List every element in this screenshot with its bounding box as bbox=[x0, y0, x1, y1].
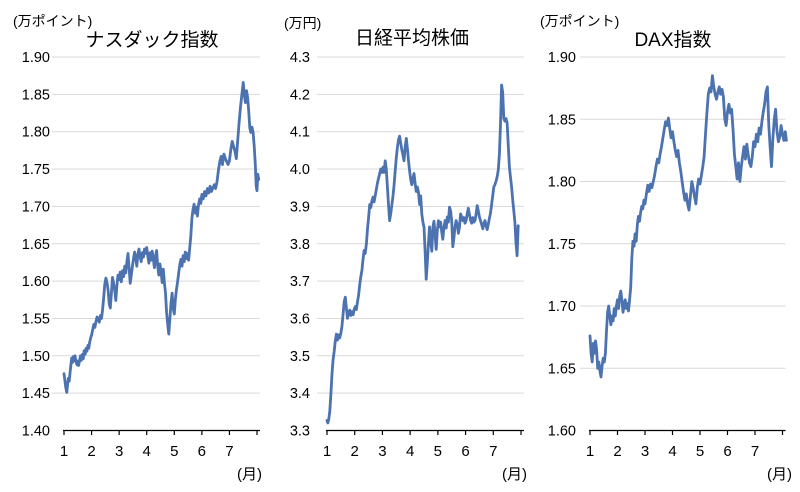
y-tick-label: 4.3 bbox=[290, 50, 310, 66]
nikkei-unit-label: (万円) bbox=[284, 15, 322, 31]
y-tick-label: 1.65 bbox=[548, 361, 576, 377]
nasdaq-unit-label: (万ポイント) bbox=[13, 13, 93, 29]
x-tick-label: 7 bbox=[489, 443, 497, 460]
nasdaq-chart-title: ナスダック指数 bbox=[85, 30, 219, 51]
nikkei-chart-title: 日経平均株価 bbox=[354, 28, 470, 49]
y-tick-label: 1.65 bbox=[22, 237, 50, 253]
x-tick-label: 7 bbox=[751, 443, 759, 460]
x-tick-label: 6 bbox=[198, 443, 206, 460]
y-tick-label: 4.2 bbox=[290, 87, 310, 103]
x-tick-label: 3 bbox=[641, 443, 649, 460]
y-tick-label: 1.75 bbox=[548, 237, 576, 253]
y-tick-label: 1.85 bbox=[22, 87, 50, 103]
dax-x-axis-unit: (月) bbox=[767, 466, 792, 483]
x-tick-label: 4 bbox=[143, 443, 151, 460]
y-tick-label: 1.60 bbox=[22, 274, 50, 290]
y-tick-label: 1.70 bbox=[22, 199, 50, 215]
y-tick-label: 1.40 bbox=[22, 424, 50, 440]
x-tick-label: 6 bbox=[723, 443, 731, 460]
nasdaq-x-axis-unit: (月) bbox=[237, 466, 262, 483]
x-tick-label: 2 bbox=[613, 443, 621, 460]
x-tick-label: 4 bbox=[406, 443, 414, 460]
DAX指数-series-line bbox=[588, 74, 788, 379]
x-tick-label: 3 bbox=[115, 443, 123, 460]
y-tick-label: 4.1 bbox=[290, 125, 310, 141]
y-tick-label: 3.9 bbox=[290, 199, 310, 215]
y-tick-label: 1.90 bbox=[548, 50, 576, 66]
x-tick-label: 2 bbox=[87, 443, 95, 460]
y-tick-label: 1.70 bbox=[548, 299, 576, 315]
x-tick-label: 5 bbox=[170, 443, 178, 460]
x-tick-label: 2 bbox=[351, 443, 359, 460]
y-tick-label: 3.8 bbox=[290, 237, 310, 253]
y-tick-label: 1.85 bbox=[548, 112, 576, 128]
y-tick-label: 3.4 bbox=[290, 386, 310, 402]
y-tick-label: 3.7 bbox=[290, 274, 310, 290]
y-tick-label: 4.0 bbox=[290, 162, 310, 178]
x-tick-label: 1 bbox=[586, 443, 594, 460]
x-tick-label: 6 bbox=[461, 443, 469, 460]
y-tick-label: 3.6 bbox=[290, 311, 310, 327]
x-tick-label: 1 bbox=[323, 443, 331, 460]
y-tick-label: 1.90 bbox=[22, 50, 50, 66]
y-tick-label: 3.5 bbox=[290, 349, 310, 365]
y-tick-label: 1.45 bbox=[22, 386, 50, 402]
x-tick-label: 4 bbox=[668, 443, 676, 460]
nikkei-x-axis-unit: (月) bbox=[502, 466, 527, 483]
ナスダック指数-series-line bbox=[62, 81, 261, 394]
y-tick-label: 1.50 bbox=[22, 349, 50, 365]
x-tick-label: 3 bbox=[378, 443, 386, 460]
x-tick-label: 1 bbox=[60, 443, 68, 460]
y-tick-label: 1.55 bbox=[22, 311, 50, 327]
日経平均株価-series-line bbox=[325, 83, 520, 425]
y-tick-label: 1.80 bbox=[22, 125, 50, 141]
x-tick-label: 5 bbox=[696, 443, 704, 460]
dax-unit-label: (万ポイント) bbox=[540, 13, 620, 29]
x-tick-label: 5 bbox=[434, 443, 442, 460]
y-tick-label: 1.60 bbox=[548, 424, 576, 440]
y-tick-label: 1.75 bbox=[22, 162, 50, 178]
y-tick-label: 3.3 bbox=[290, 424, 310, 440]
y-tick-label: 1.80 bbox=[548, 175, 576, 191]
dax-chart-title: DAX指数 bbox=[634, 30, 712, 51]
x-tick-label: 7 bbox=[225, 443, 233, 460]
